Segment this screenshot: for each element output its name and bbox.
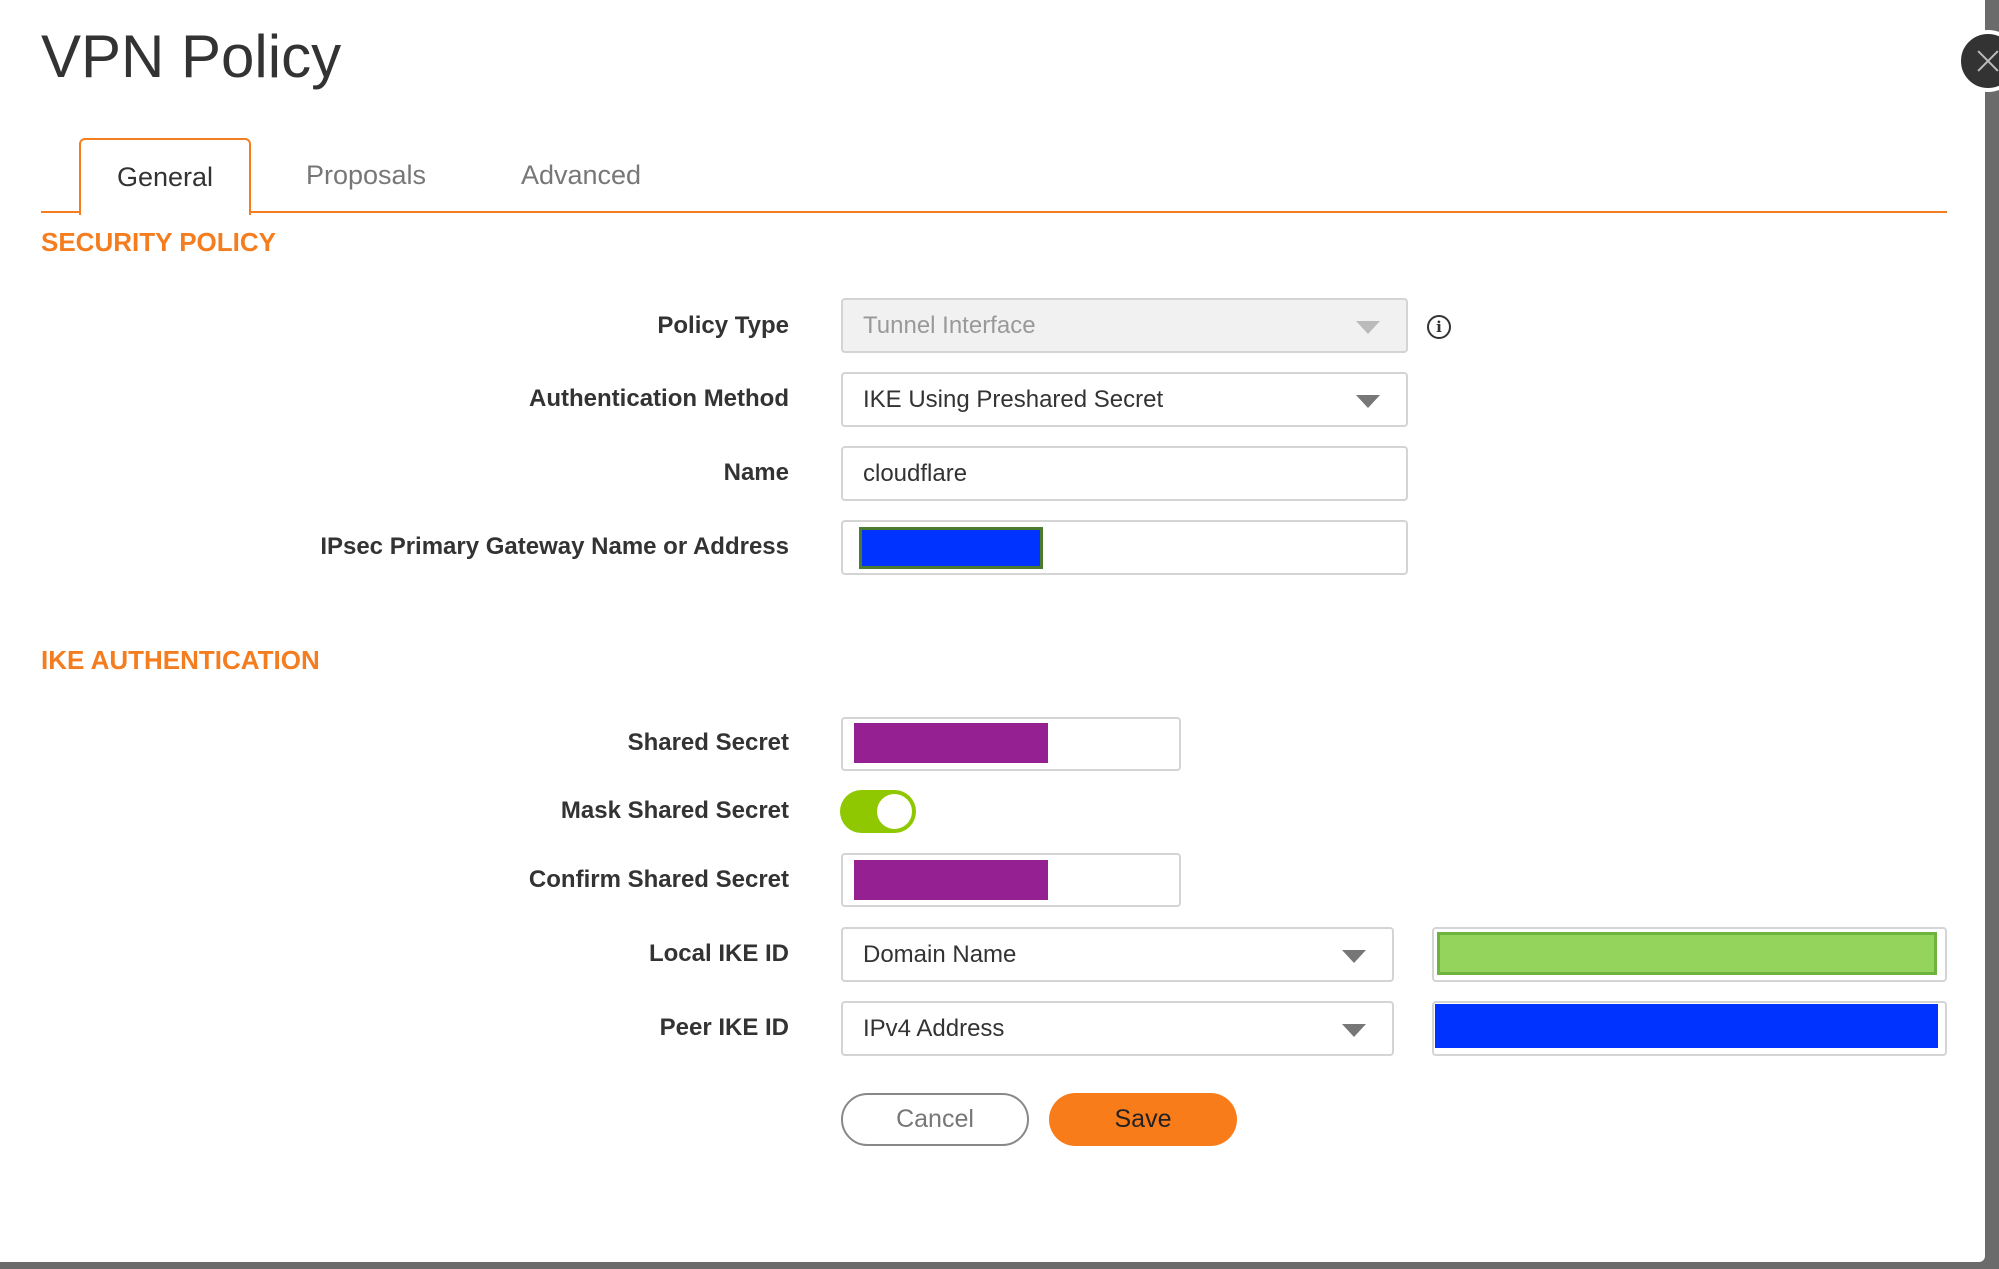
tab-advanced[interactable]: Advanced bbox=[520, 159, 642, 190]
security-policy-heading: SECURITY POLICY bbox=[41, 227, 277, 257]
mask-shared-secret-label: Mask Shared Secret bbox=[560, 797, 789, 824]
name-label: Name bbox=[723, 459, 789, 486]
shared-secret-label: Shared Secret bbox=[627, 729, 789, 756]
close-icon[interactable] bbox=[1957, 30, 1999, 92]
redacted-confirm-secret bbox=[854, 860, 1048, 900]
auth-method-label: Authentication Method bbox=[529, 385, 789, 412]
gateway-label: IPsec Primary Gateway Name or Address bbox=[320, 533, 789, 560]
mask-shared-secret-toggle[interactable] bbox=[840, 790, 916, 833]
ike-authentication-heading: IKE AUTHENTICATION bbox=[41, 645, 320, 675]
dialog-title: VPN Policy bbox=[41, 23, 342, 90]
chevron-down-icon bbox=[1356, 321, 1380, 334]
redacted-shared-secret bbox=[854, 723, 1048, 763]
policy-type-label: Policy Type bbox=[657, 312, 789, 339]
peer-ike-id-label: Peer IKE ID bbox=[659, 1014, 789, 1041]
info-icon[interactable]: i bbox=[1427, 315, 1451, 339]
auth-method-value: IKE Using Preshared Secret bbox=[863, 385, 1164, 413]
redacted-local-ike-id bbox=[1437, 932, 1937, 975]
chevron-down-icon bbox=[1342, 950, 1366, 963]
save-button[interactable]: Save bbox=[1049, 1093, 1237, 1146]
policy-type-value: Tunnel Interface bbox=[863, 311, 1036, 339]
cancel-button[interactable]: Cancel bbox=[841, 1093, 1029, 1146]
auth-method-select[interactable]: IKE Using Preshared Secret bbox=[841, 372, 1408, 427]
confirm-shared-secret-label: Confirm Shared Secret bbox=[528, 866, 789, 893]
tab-proposals[interactable]: Proposals bbox=[305, 159, 427, 190]
local-ike-id-type-value: Domain Name bbox=[863, 940, 1017, 968]
redacted-gateway bbox=[859, 527, 1043, 569]
peer-ike-id-type-select[interactable]: IPv4 Address bbox=[841, 1001, 1394, 1056]
local-ike-id-type-select[interactable]: Domain Name bbox=[841, 927, 1394, 982]
policy-type-select[interactable]: Tunnel Interface bbox=[841, 298, 1408, 353]
local-ike-id-label: Local IKE ID bbox=[648, 940, 789, 967]
tab-general[interactable]: General bbox=[79, 138, 251, 215]
redacted-peer-ike-id bbox=[1435, 1004, 1938, 1048]
chevron-down-icon bbox=[1356, 395, 1380, 408]
name-value: cloudflare bbox=[863, 459, 968, 487]
peer-ike-id-type-value: IPv4 Address bbox=[863, 1014, 1005, 1042]
tab-divider bbox=[41, 211, 1947, 213]
name-input[interactable]: cloudflare bbox=[841, 446, 1408, 501]
toggle-knob bbox=[877, 794, 912, 829]
chevron-down-icon bbox=[1342, 1024, 1366, 1037]
